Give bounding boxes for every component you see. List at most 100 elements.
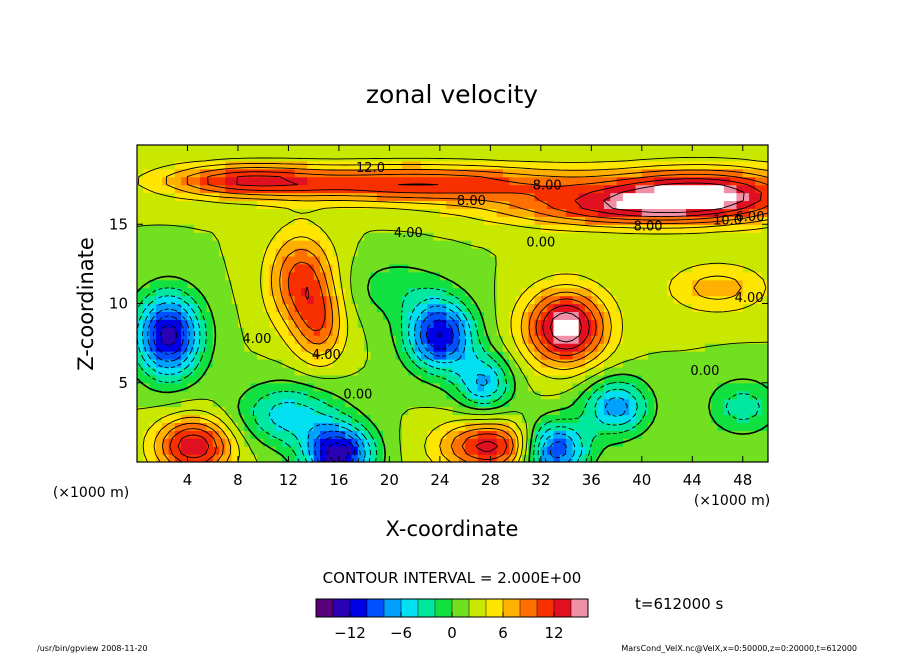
heatmap-cell (528, 390, 536, 400)
heatmap-cell (244, 335, 252, 344)
heatmap-cell (749, 319, 756, 328)
heatmap-cell (376, 208, 384, 217)
heatmap-cell (408, 422, 416, 431)
heatmap-cell (433, 366, 441, 376)
heatmap-cell (484, 454, 491, 462)
heatmap-cell (408, 414, 416, 423)
heatmap-cell (364, 366, 372, 376)
heatmap-cell (307, 414, 315, 423)
heatmap-cell (610, 366, 618, 376)
heatmap-cell (585, 446, 592, 455)
heatmap-cell (610, 184, 618, 194)
heatmap-cell (143, 200, 151, 209)
heatmap-cell (225, 398, 233, 408)
heatmap-cell (319, 271, 327, 281)
heatmap-cell (155, 279, 163, 289)
heatmap-cell (622, 406, 630, 416)
heatmap-cell (458, 303, 466, 313)
heatmap-cell (269, 390, 277, 400)
heatmap-cell (402, 374, 409, 384)
heatmap-cell (256, 295, 264, 305)
heatmap-cell (307, 287, 315, 297)
heatmap-cell (622, 422, 630, 431)
heatmap-cell (433, 240, 441, 249)
heatmap-cell (402, 248, 409, 257)
heatmap-cell (427, 248, 435, 257)
heatmap-cell (326, 248, 334, 257)
heatmap-cell (502, 311, 510, 320)
heatmap-cell (351, 216, 359, 225)
heatmap-cell (585, 232, 592, 241)
heatmap-cell (187, 366, 195, 376)
heatmap-cell (471, 422, 479, 431)
heatmap-cell (143, 192, 151, 202)
heatmap-cell (597, 287, 605, 297)
heatmap-cell (275, 168, 283, 178)
heatmap-cell (376, 200, 384, 209)
heatmap-cell (490, 422, 498, 431)
heatmap-cell (629, 382, 637, 392)
heatmap-cell (502, 240, 510, 249)
heatmap-cell (490, 438, 498, 447)
heatmap-cell (263, 240, 271, 249)
heatmap-cell (711, 263, 719, 273)
heatmap-cell (187, 208, 195, 217)
heatmap-cell (250, 184, 258, 194)
heatmap-cell (698, 406, 706, 416)
heatmap-cell (137, 271, 144, 281)
heatmap-cell (679, 446, 687, 455)
heatmap-cell (704, 335, 712, 344)
heatmap-cell (597, 319, 605, 328)
heatmap-cell (685, 366, 693, 376)
heatmap-cell (319, 279, 327, 289)
heatmap-cell (326, 184, 334, 194)
heatmap-cell (439, 358, 447, 368)
heatmap-cell (622, 366, 630, 376)
heatmap-cell (282, 422, 290, 431)
heatmap-cell (730, 422, 738, 431)
heatmap-cell (263, 224, 271, 233)
heatmap-cell (231, 319, 239, 328)
contour-label: 0.00 (343, 388, 372, 403)
heatmap-cell (408, 335, 416, 344)
heatmap-cell (610, 351, 618, 360)
heatmap-cell (212, 446, 220, 455)
heatmap-cell (282, 351, 290, 360)
heatmap-cell (351, 422, 359, 431)
heatmap-cell (162, 414, 170, 423)
heatmap-cell (597, 184, 605, 194)
heatmap-cell (698, 216, 706, 225)
heatmap-cell (742, 240, 750, 249)
heatmap-cell (282, 240, 290, 249)
heatmap-cell (200, 446, 208, 455)
heatmap-cell (357, 240, 365, 249)
heatmap-cell (515, 382, 523, 392)
heatmap-cell (521, 232, 529, 241)
heatmap-cell (313, 184, 321, 194)
heatmap-cell (143, 327, 151, 336)
heatmap-cell (477, 303, 485, 313)
heatmap-cell (326, 168, 334, 178)
heatmap-cell (269, 295, 277, 305)
contour-line (153, 163, 768, 462)
heatmap-cell (282, 430, 290, 439)
heatmap-cell (603, 398, 611, 408)
heatmap-cell (603, 168, 611, 178)
heatmap-cell (490, 406, 498, 416)
heatmap-cell (591, 208, 599, 217)
heatmap-cell (509, 200, 517, 209)
heatmap-cell (219, 248, 226, 257)
heatmap-cell (256, 414, 264, 423)
heatmap-cell (219, 184, 226, 194)
heatmap-cell (137, 160, 144, 170)
heatmap-cell (231, 446, 239, 455)
heatmap-cell (692, 366, 700, 376)
heatmap-cell (603, 216, 611, 225)
heatmap-cell (389, 216, 397, 225)
heatmap-cell (629, 232, 637, 241)
heatmap-cell (477, 200, 485, 209)
heatmap-cell (307, 152, 315, 162)
heatmap-cell (534, 319, 542, 328)
heatmap-cell (496, 184, 504, 194)
heatmap-cell (635, 327, 643, 336)
